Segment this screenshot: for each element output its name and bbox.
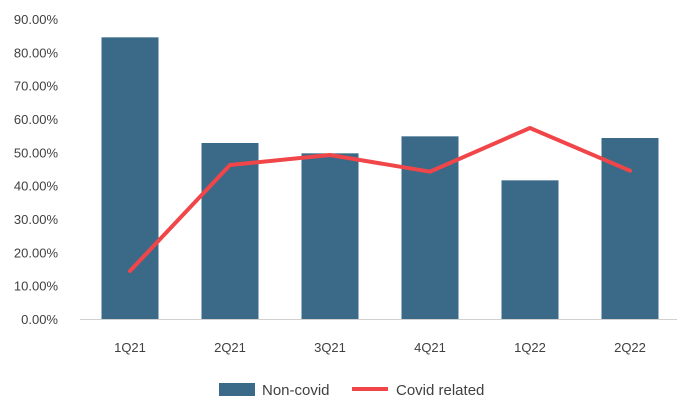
legend-label-covid-related: Covid related bbox=[396, 382, 484, 398]
y-tick-label: 0.00% bbox=[21, 312, 58, 327]
bar-1q22 bbox=[501, 180, 559, 319]
y-tick-label: 40.00% bbox=[14, 179, 59, 194]
x-tick-label: 1Q22 bbox=[514, 340, 546, 355]
legend: Non-covid Covid related bbox=[219, 382, 484, 398]
y-tick-label: 70.00% bbox=[14, 79, 59, 94]
y-tick-label: 20.00% bbox=[14, 245, 59, 260]
x-tick-label: 3Q21 bbox=[314, 340, 346, 355]
bar-2q22 bbox=[601, 138, 659, 319]
line-series-covid-related bbox=[128, 126, 632, 273]
legend-swatch-non-covid bbox=[219, 383, 255, 396]
y-tick-label: 50.00% bbox=[14, 145, 59, 160]
y-axis-ticks: 0.00% 10.00% 20.00% 30.00% 40.00% 50.00% 60.00… bbox=[14, 12, 59, 327]
x-axis-ticks: 1Q21 2Q21 3Q21 4Q21 1Q22 2Q22 bbox=[114, 340, 646, 355]
y-tick-label: 10.00% bbox=[14, 279, 59, 294]
bar-series-non-covid bbox=[101, 37, 659, 319]
line-covid-related bbox=[128, 126, 632, 273]
bar-2q21 bbox=[201, 143, 259, 319]
bar-1q21 bbox=[101, 37, 159, 319]
bar-3q21 bbox=[301, 153, 359, 319]
y-tick-label: 30.00% bbox=[14, 212, 59, 227]
x-tick-label: 1Q21 bbox=[114, 340, 146, 355]
y-tick-label: 80.00% bbox=[14, 45, 59, 60]
x-tick-label: 2Q22 bbox=[614, 340, 646, 355]
y-tick-label: 60.00% bbox=[14, 112, 59, 127]
legend-label-non-covid: Non-covid bbox=[262, 382, 330, 398]
x-tick-label: 2Q21 bbox=[214, 340, 246, 355]
x-tick-label: 4Q21 bbox=[414, 340, 446, 355]
y-tick-label: 90.00% bbox=[14, 12, 59, 27]
